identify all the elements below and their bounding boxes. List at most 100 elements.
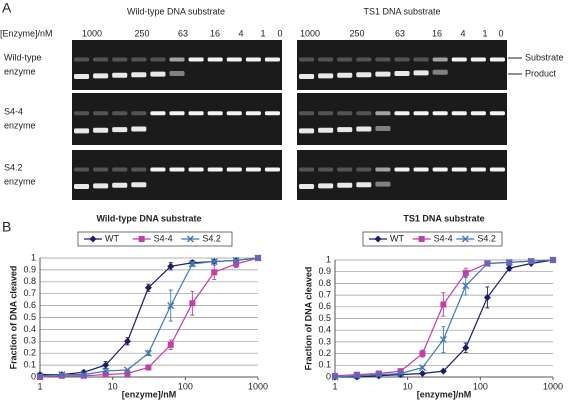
- gel-band: [112, 182, 128, 188]
- y-tick-label: 0.5: [23, 312, 36, 322]
- gel-band: [432, 57, 448, 62]
- lane-label: 1: [260, 28, 265, 38]
- y-tick-label: 0.8: [23, 276, 36, 286]
- point: [167, 341, 174, 348]
- gel-band: [451, 57, 467, 62]
- y-tick-label: 0: [326, 371, 331, 381]
- gel-band: [451, 167, 467, 172]
- legend-label: S4.2: [477, 233, 496, 243]
- lane-label: 1000: [300, 28, 320, 38]
- gel-band: [413, 167, 429, 172]
- gel-band: [264, 57, 280, 62]
- legend-label: S4.2: [202, 233, 221, 243]
- y-tick-label: 0.3: [318, 336, 331, 346]
- point: [419, 364, 426, 372]
- legend-marker: [374, 235, 382, 243]
- gel-band: [112, 57, 128, 62]
- gel-band: [337, 167, 353, 172]
- y-tick-label: 0.9: [318, 266, 331, 276]
- point: [144, 349, 152, 357]
- lane-label: 250: [134, 28, 149, 38]
- gel-band: [432, 69, 448, 75]
- gel-band: [318, 111, 334, 116]
- legend-marker: [418, 236, 425, 242]
- x-tick-label: 1000: [543, 381, 563, 391]
- gel-band: [245, 111, 261, 116]
- gel-band: [356, 167, 372, 172]
- gel: [297, 93, 507, 145]
- gel-band: [318, 127, 334, 133]
- gel-title: Wild-type DNA substrate: [127, 6, 225, 16]
- gel-band: [131, 182, 147, 188]
- x-tick-label: 100: [178, 381, 193, 391]
- gel-band: [150, 167, 166, 172]
- gel-band: [150, 57, 166, 62]
- y-tick-label: 0.8: [318, 278, 331, 288]
- point: [37, 374, 43, 380]
- gel-band: [112, 167, 128, 172]
- gel-band: [299, 128, 315, 134]
- y-tick-label: 0.1: [23, 359, 36, 369]
- y-axis-label: Fraction of DNA cleaved: [303, 267, 313, 371]
- gel-band: [337, 72, 353, 78]
- gel-band: [375, 125, 391, 131]
- gel-band: [394, 167, 410, 172]
- gel-band: [299, 167, 315, 172]
- series-line: [334, 259, 554, 377]
- gel-band: [337, 182, 353, 188]
- point: [397, 369, 405, 377]
- gel-band: [394, 111, 410, 116]
- gel-band: [245, 57, 261, 62]
- point: [167, 302, 175, 310]
- point: [102, 367, 110, 375]
- y-tick-label: 0.2: [23, 348, 36, 358]
- gel-band: [489, 57, 505, 62]
- gel-band: [356, 72, 372, 78]
- gel-band: [188, 167, 204, 172]
- y-tick-label: 1: [326, 254, 331, 264]
- y-tick-label: 0.3: [23, 336, 36, 346]
- gel-band: [470, 167, 486, 172]
- gel-band: [394, 57, 410, 62]
- y-axis-label: Fraction of DNA cleaved: [8, 266, 18, 370]
- concentration-label: [Enzyme]/nM: [0, 28, 53, 38]
- gel-band: [226, 57, 242, 62]
- point: [189, 300, 196, 307]
- point: [439, 336, 447, 344]
- x-axis-label: [enzyme]/nM: [417, 389, 472, 399]
- lane-label: 0: [498, 28, 503, 38]
- gel-band: [264, 167, 280, 172]
- gel-band: [150, 71, 166, 77]
- legend-marker: [461, 235, 469, 243]
- y-tick-label: 0.4: [23, 324, 36, 334]
- gel-band: [74, 111, 90, 116]
- gel-band: [93, 127, 109, 133]
- lane-label: 63: [178, 28, 188, 38]
- lane-label: 16: [432, 28, 442, 38]
- y-tick-label: 0.7: [318, 289, 331, 299]
- panel-label: A: [2, 0, 12, 16]
- point: [102, 371, 109, 378]
- gel-band: [451, 111, 467, 116]
- lane-label: 1000: [82, 28, 102, 38]
- gel-band: [226, 111, 242, 116]
- point: [331, 373, 339, 381]
- band-label: Product: [525, 68, 557, 78]
- point: [353, 371, 360, 378]
- gel-band: [169, 71, 185, 76]
- gel-band: [356, 111, 372, 116]
- chart-title: Wild-type DNA substrate: [96, 213, 201, 223]
- legend-box: [77, 231, 233, 247]
- point: [418, 369, 426, 377]
- point: [527, 257, 535, 265]
- lane-label: 250: [349, 28, 364, 38]
- row-label: Wild-type: [4, 52, 42, 62]
- gel-band: [93, 57, 109, 62]
- gel-band: [413, 70, 429, 76]
- point: [440, 301, 447, 308]
- panel-label: B: [2, 219, 11, 235]
- gel-band: [318, 167, 334, 172]
- x-tick-label: 1000: [248, 381, 268, 391]
- gel-band: [93, 167, 109, 172]
- row-label: enzyme: [4, 120, 36, 130]
